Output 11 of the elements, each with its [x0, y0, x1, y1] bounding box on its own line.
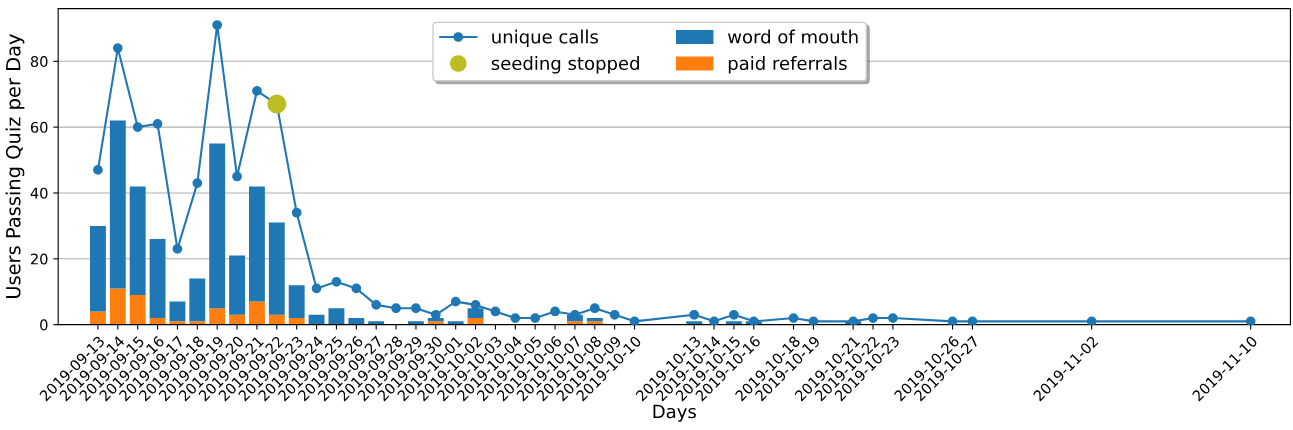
legend-label: word of mouth	[727, 29, 858, 44]
y-tick-label: 80	[30, 55, 48, 68]
y-axis-title: Users Passing Quiz per Day	[5, 34, 25, 299]
y-tick-label: 60	[30, 121, 48, 133]
legend-label: seeding stopped	[491, 56, 639, 74]
y-tick-label: 0	[40, 319, 48, 331]
legend-label: unique calls	[492, 29, 598, 48]
y-tick-label: 20	[30, 253, 48, 265]
y-tick-label: 40	[30, 187, 48, 199]
legend-label: paid referrals	[728, 56, 847, 74]
x-axis-title: Days	[653, 404, 696, 422]
